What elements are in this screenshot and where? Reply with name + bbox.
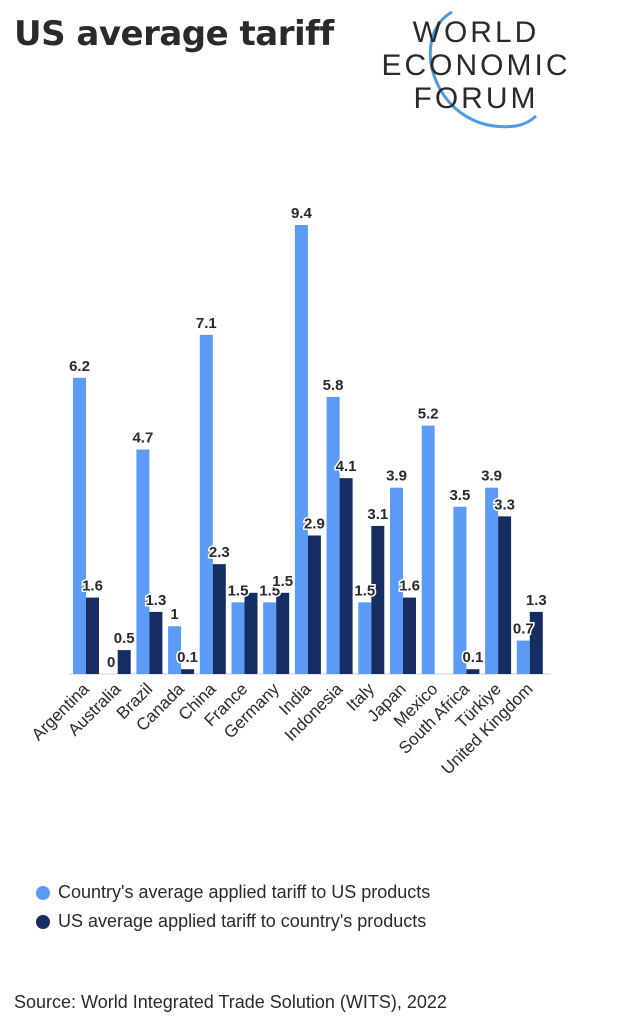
bar-us-canada (181, 669, 195, 674)
data-label-us-argentina: 1.6 (82, 578, 103, 595)
bar-country-india (294, 225, 308, 674)
data-label-country-italy: 1.5 (354, 582, 375, 599)
bar-us-china (212, 564, 226, 674)
bar-us-australia (117, 650, 131, 674)
bar-country-south-africa (453, 506, 467, 674)
data-label-country-japan: 3.9 (386, 468, 407, 485)
bar-us-brazil (149, 611, 163, 674)
legend-label-series-a: Country's average applied tariff to US p… (58, 882, 431, 902)
data-label-us-united-kingdom: 1.3 (526, 592, 547, 609)
legend: Country's average applied tariff to US p… (36, 878, 430, 936)
legend-dot-icon (36, 914, 50, 929)
bar-country-indonesia (326, 396, 340, 674)
bar-country-canada (168, 626, 182, 674)
bar-us-japan (403, 597, 416, 674)
legend-item-series-b: US average applied tariff to country's p… (36, 907, 430, 936)
data-label-us-australia: 0.5 (114, 630, 135, 647)
data-label-country-mexico: 5.2 (418, 406, 439, 423)
data-label-country-australia: 0 (107, 654, 115, 671)
data-label-us-indonesia: 4.1 (336, 458, 357, 475)
data-label-country-india: 9.4 (291, 205, 313, 222)
source-note: Source: World Integrated Trade Solution … (14, 992, 447, 1012)
bar-us-argentina (86, 597, 99, 674)
bar-us-united-kingdom (529, 611, 543, 674)
world-economic-forum-logo: WORLD ECONOMIC FORUM (382, 10, 571, 129)
legend-item-series-a: Country's average applied tariff to US p… (36, 878, 430, 907)
data-label-us-germany: 1.5 (272, 573, 293, 590)
bar-chart: 6.21.600.54.71.310.17.12.31.5 1.51.59.42.… (28, 204, 551, 778)
bar-country-united-kingdom (516, 640, 530, 674)
bar-country-germany (263, 602, 277, 674)
bar-country-france (231, 602, 245, 674)
bar-us-indonesia (339, 478, 353, 674)
data-label-us-india: 2.9 (304, 515, 325, 532)
legend-label-series-b: US average applied tariff to country's p… (58, 911, 427, 931)
data-label-country-indonesia: 5.8 (323, 377, 344, 394)
logo-line-3: FORUM (414, 82, 539, 115)
data-label-country-united-kingdom: 0.7 (513, 621, 534, 638)
data-label-us-italy: 3.1 (367, 506, 388, 523)
data-label-us-japan: 1.6 (399, 578, 420, 595)
chart-title: US average tariff (14, 14, 334, 54)
bar-labels-group: 6.21.600.54.71.310.17.12.31.5 1.51.59.42.… (68, 204, 549, 673)
bar-country-japan (390, 487, 403, 674)
tick-labels-group: ArgentinaAustraliaBrazilCanadaChinaFranc… (28, 679, 537, 778)
data-label-country-brazil: 4.7 (132, 430, 153, 447)
data-label-country-france: 1.5 (228, 582, 249, 599)
data-label-country-argentina: 6.2 (69, 358, 90, 375)
bar-us-india (307, 535, 321, 674)
legend-dot-icon (36, 885, 50, 900)
bar-country-italy (358, 602, 372, 674)
bar-us-france (244, 592, 258, 674)
bar-country-mexico (421, 425, 435, 674)
logo-line-2: ECONOMIC (382, 49, 571, 82)
data-label-us-türkiye: 3.3 (494, 496, 515, 513)
bar-us-italy (371, 525, 385, 674)
data-label-country-south-africa: 3.5 (449, 487, 470, 504)
data-label-country-türkiye: 3.9 (481, 468, 502, 485)
data-label-country-china: 7.1 (196, 315, 217, 332)
bar-country-brazil (136, 449, 150, 674)
bar-country-argentina (73, 377, 86, 674)
data-label-country-germany: 1.5 (259, 582, 280, 599)
data-label-us-canada: 0.1 (177, 649, 198, 666)
bar-us-south-africa (466, 669, 480, 674)
data-label-us-brazil: 1.3 (145, 592, 166, 609)
bars-group (73, 225, 543, 674)
bar-us-germany (276, 592, 290, 674)
logo-line-1: WORLD (413, 16, 540, 49)
data-label-us-china: 2.3 (209, 544, 230, 561)
logo-arc-icon (428, 10, 538, 129)
data-label-country-canada: 1 (170, 606, 178, 623)
bar-us-türkiye (498, 516, 512, 674)
bar-country-türkiye (485, 487, 499, 674)
data-label-us-south-africa: 0.1 (462, 649, 483, 666)
bar-country-china (199, 334, 213, 674)
